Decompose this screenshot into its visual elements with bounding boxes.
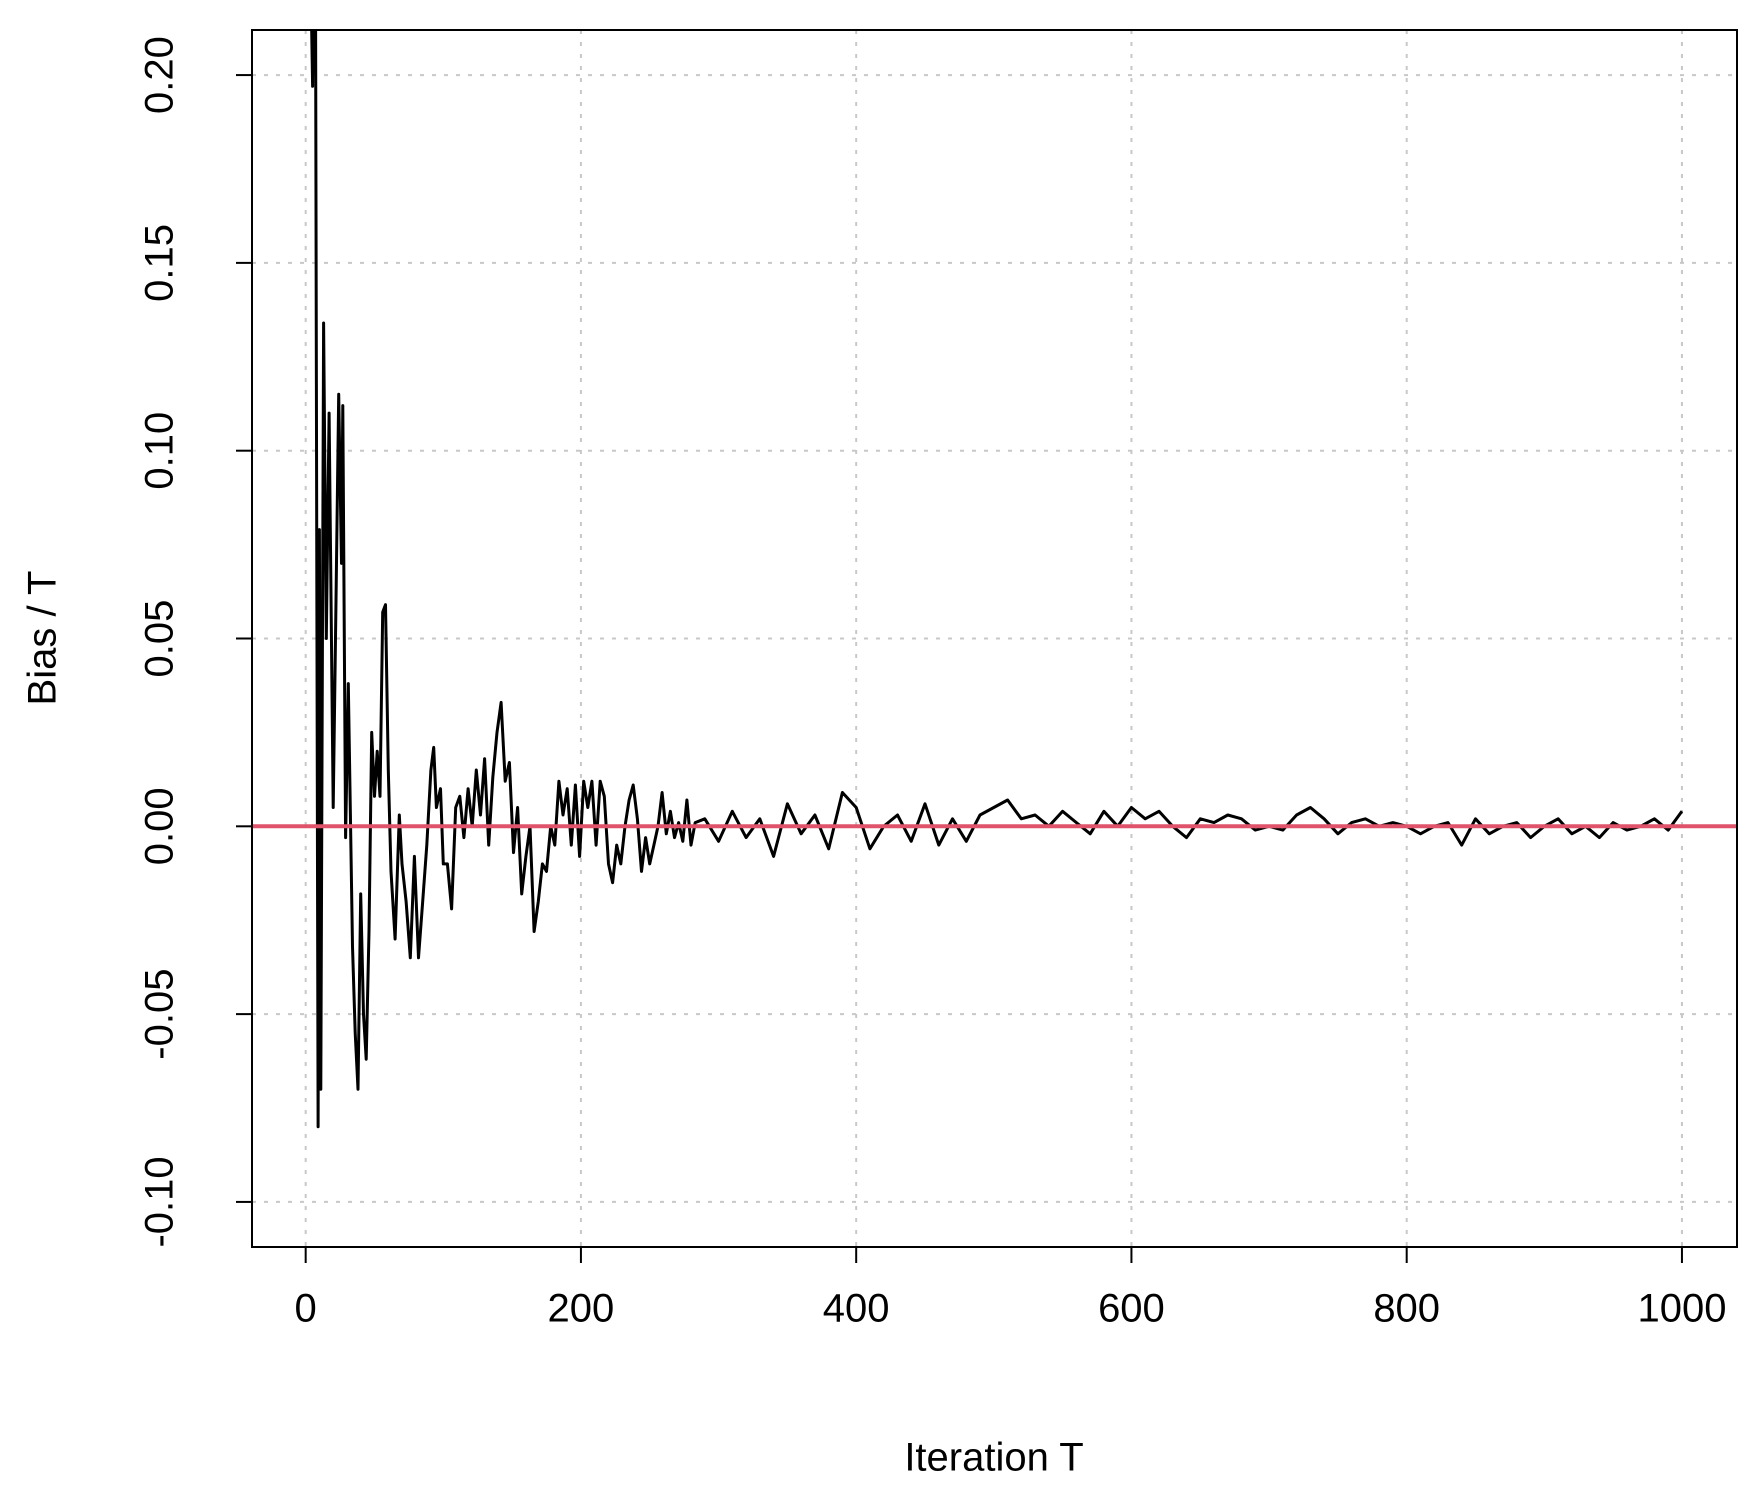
x-tick-label: 600 — [1098, 1287, 1165, 1331]
y-tick-label: -0.10 — [138, 1156, 182, 1247]
y-tick-label: 0.05 — [138, 600, 182, 678]
x-axis-title: Iteration T — [904, 1436, 1083, 1480]
x-tick-label: 1000 — [1637, 1287, 1726, 1331]
data-line — [310, 30, 1684, 1129]
y-tick-label: 0.10 — [138, 412, 182, 490]
y-tick-label: -0.05 — [138, 969, 182, 1060]
x-tick-label: 800 — [1373, 1287, 1440, 1331]
x-tick-label: 400 — [823, 1287, 890, 1331]
y-axis-title: Bias / T — [21, 571, 65, 706]
y-tick-label: 0.15 — [138, 224, 182, 302]
y-tick-label: 0.20 — [138, 36, 182, 114]
plot-frame — [251, 29, 1738, 1248]
y-tick-label: 0.00 — [138, 787, 182, 865]
x-tick-label: 200 — [548, 1287, 615, 1331]
x-tick-label: 0 — [295, 1287, 317, 1331]
